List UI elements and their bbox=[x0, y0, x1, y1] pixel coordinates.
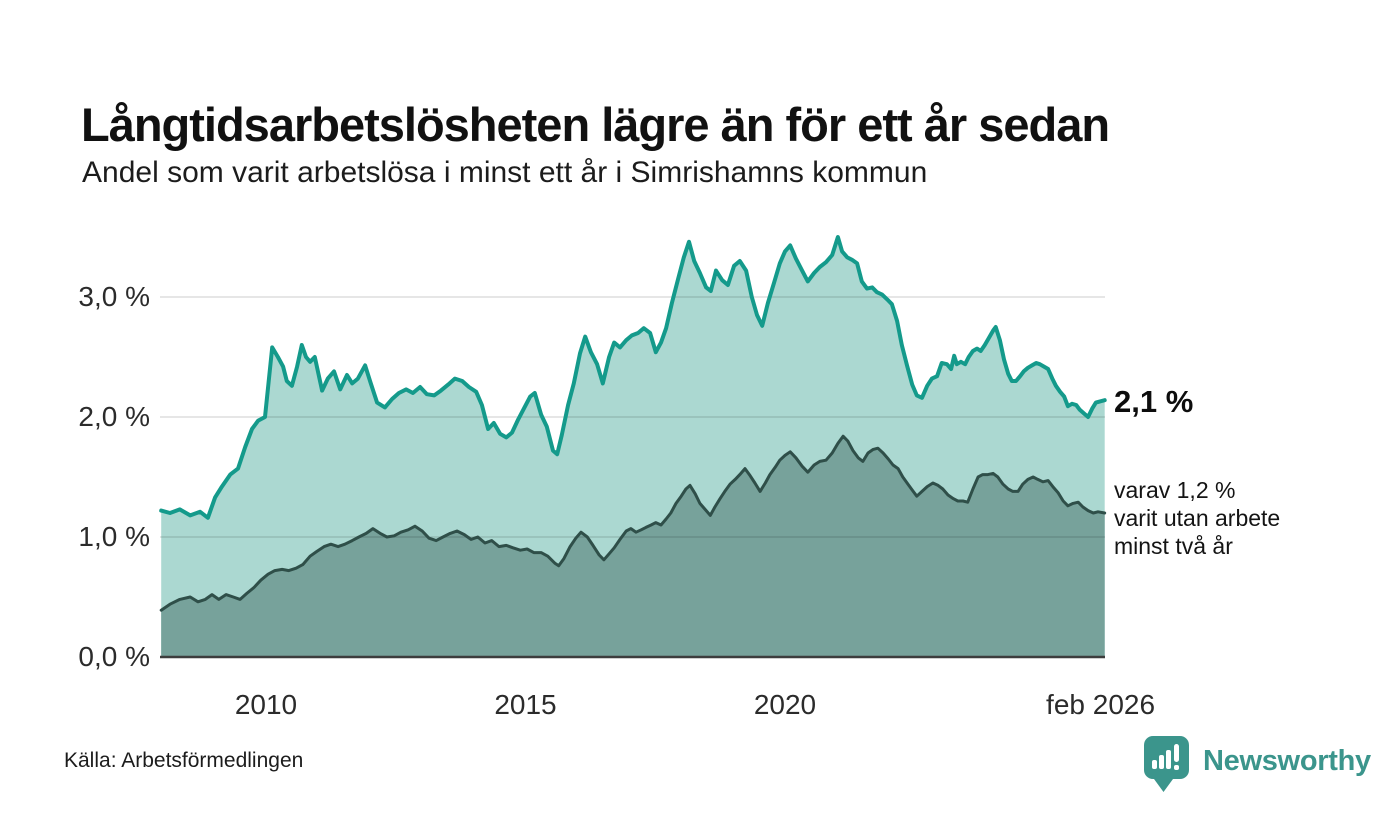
secondary-label-line-3: minst två år bbox=[1114, 533, 1233, 559]
page-subtitle: Andel som varit arbetslösa i minst ett å… bbox=[82, 156, 928, 189]
latest-value-label: 2,1 % bbox=[1114, 384, 1194, 419]
x-axis-label: 2015 bbox=[494, 689, 557, 720]
y-axis-label: 2,0 % bbox=[78, 401, 150, 432]
y-axis-label: 3,0 % bbox=[78, 281, 150, 312]
newsworthy-logo-icon bbox=[1144, 736, 1189, 792]
x-axis-label: feb 2026 bbox=[1046, 689, 1156, 720]
brand-name: Newsworthy bbox=[1203, 745, 1371, 777]
secondary-series-label: varav 1,2 % varit utan arbete minst två … bbox=[1114, 476, 1280, 560]
y-axis-label: 1,0 % bbox=[78, 521, 150, 552]
secondary-label-line-2: varit utan arbete bbox=[1114, 505, 1281, 531]
source-note: Källa: Arbetsförmedlingen bbox=[64, 749, 304, 772]
brand-lockup: Newsworthy bbox=[1144, 736, 1371, 793]
x-axis-label: 2020 bbox=[753, 689, 817, 720]
very-long-term-unemployed-2yr-area bbox=[161, 436, 1105, 657]
x-axis-label: 2010 bbox=[234, 689, 298, 720]
y-axis-label: 0,0 % bbox=[78, 641, 150, 672]
long-term-unemployed-1yr-line bbox=[159, 235, 1107, 520]
very-long-term-unemployed-2yr-line bbox=[159, 434, 1107, 612]
page-title: Långtidsarbetslösheten lägre än för ett … bbox=[81, 98, 1110, 152]
secondary-label-line-1: varav 1,2 % bbox=[1114, 477, 1236, 503]
